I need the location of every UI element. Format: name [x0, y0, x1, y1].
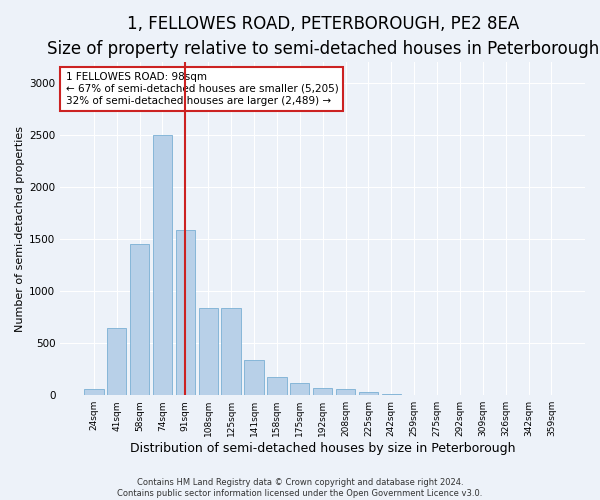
X-axis label: Distribution of semi-detached houses by size in Peterborough: Distribution of semi-detached houses by … [130, 442, 515, 455]
Bar [313, 388, 332, 395]
Bar [427, 394, 447, 395]
Bar [267, 377, 287, 395]
Bar [221, 308, 241, 395]
Bar [176, 230, 195, 395]
Bar [404, 394, 424, 395]
Text: Contains HM Land Registry data © Crown copyright and database right 2024.
Contai: Contains HM Land Registry data © Crown c… [118, 478, 482, 498]
Title: 1, FELLOWES ROAD, PETERBOROUGH, PE2 8EA
Size of property relative to semi-detach: 1, FELLOWES ROAD, PETERBOROUGH, PE2 8EA … [47, 15, 599, 58]
Bar [153, 135, 172, 395]
Bar [107, 328, 127, 395]
Bar [382, 394, 401, 395]
Bar [199, 308, 218, 395]
Bar [244, 360, 264, 395]
Bar [84, 390, 104, 395]
Bar [336, 389, 355, 395]
Text: 1 FELLOWES ROAD: 98sqm
← 67% of semi-detached houses are smaller (5,205)
32% of : 1 FELLOWES ROAD: 98sqm ← 67% of semi-det… [65, 72, 338, 106]
Bar [290, 382, 310, 395]
Y-axis label: Number of semi-detached properties: Number of semi-detached properties [15, 126, 25, 332]
Bar [130, 244, 149, 395]
Bar [359, 392, 378, 395]
